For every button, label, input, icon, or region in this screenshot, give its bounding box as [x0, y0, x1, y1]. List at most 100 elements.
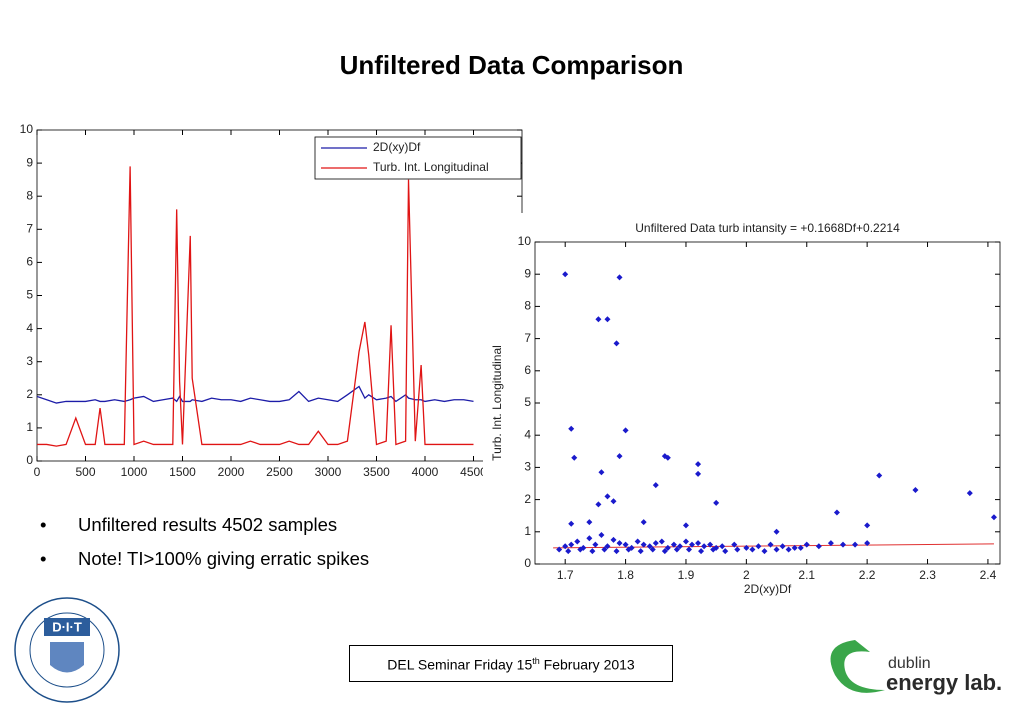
scatter-point [592, 541, 599, 548]
scatter-point [616, 453, 623, 460]
x-tick-label: 4000 [412, 465, 439, 479]
x-tick-label: 2.3 [919, 568, 936, 582]
scatter-point [707, 541, 714, 548]
x-tick-label: 2.4 [980, 568, 997, 582]
scatter-point [625, 546, 632, 553]
scatter-point [779, 543, 786, 550]
scatter-point [586, 535, 593, 542]
dit-logo: D·I·T [14, 597, 120, 703]
scatter-point [773, 528, 780, 535]
axes-box [36, 129, 523, 462]
bullet-text: Unfiltered results 4502 samples [78, 514, 338, 535]
scatter-point [713, 499, 720, 506]
scatter-point [595, 501, 602, 508]
y-tick-label: 5 [26, 288, 33, 302]
y-tick-label: 4 [26, 321, 33, 335]
x-tick-label: 4500 [460, 465, 487, 479]
x-tick-label: 0 [34, 465, 41, 479]
scatter-point [565, 548, 572, 555]
scatter-point [613, 548, 620, 555]
scatter-point [670, 541, 677, 548]
y-tick-label: 3 [26, 354, 33, 368]
x-tick-label: 1.9 [678, 568, 695, 582]
scatter-point [673, 546, 680, 553]
del-logo: dublin energy lab. [830, 640, 1002, 695]
dit-text: D·I·T [52, 619, 82, 634]
scatter-point [604, 493, 611, 500]
scatter-point [598, 469, 605, 476]
scatter-point [634, 538, 641, 545]
x-axis-label: 2D(xy)Df [744, 582, 792, 596]
y-tick-label: 1 [26, 420, 33, 434]
scatter-point [839, 541, 846, 548]
scatter-point [649, 546, 656, 553]
scatter-point [568, 541, 575, 548]
legend-label: Turb. Int. Longitudinal [373, 160, 489, 174]
scatter-point [695, 540, 702, 547]
scatter-point [695, 461, 702, 468]
scatter-point [646, 543, 653, 550]
scatter-point [640, 541, 647, 548]
scatter-point [664, 454, 671, 461]
scatter-point [876, 472, 883, 479]
bullet-text: Note! TI>100% giving erratic spikes [78, 548, 370, 569]
scatter-point [719, 543, 726, 550]
axes-box [534, 241, 1001, 565]
scatter-point [803, 541, 810, 548]
scatter-point [833, 509, 840, 516]
scatter-point [577, 546, 584, 553]
x-tick-label: 1000 [121, 465, 148, 479]
scatter-point [852, 541, 859, 548]
x-tick-label: 1500 [169, 465, 196, 479]
scatter-point [610, 536, 617, 543]
scatter-point [652, 482, 659, 489]
scatter-point [676, 543, 683, 550]
bullet-list: • Unfiltered results 4502 samples • Note! … [40, 508, 369, 576]
scatter-chart: 0 1 2 3 4 5 6 7 8 9 10 1.7 1.8 1.9 2 2.1 2.2 2.3 2.4 Unfilt… [483, 213, 1019, 601]
scatter-point [990, 514, 997, 521]
y-tick-label: 10 [20, 122, 34, 136]
y-tick-label: 1 [524, 524, 531, 538]
scatter-point [731, 541, 738, 548]
scatter-point [613, 340, 620, 347]
scatter-point [604, 543, 611, 550]
y-tick-label: 0 [524, 556, 531, 570]
scatter-point [610, 498, 617, 505]
y-tick-label: 7 [26, 221, 33, 235]
scatter-point [604, 316, 611, 323]
y-axis-label: Turb. Int. Longitudinal [490, 345, 504, 461]
scatter-point [791, 544, 798, 551]
scatter-point [698, 548, 705, 555]
scatter-point [637, 548, 644, 555]
scatter-point [767, 541, 774, 548]
y-tick-label: 8 [524, 299, 531, 313]
x-tick-label: 500 [75, 465, 95, 479]
scatter-point [682, 522, 689, 529]
y-tick-label: 9 [524, 266, 531, 280]
scatter-point [622, 541, 629, 548]
x-tick-label: 2000 [218, 465, 245, 479]
plot-area [37, 166, 474, 447]
bullet: • Unfiltered results 4502 samples [40, 514, 338, 535]
x-tick-label: 2500 [266, 465, 293, 479]
scatter-point [571, 454, 578, 461]
scatter-point [743, 544, 750, 551]
legend-label: 2D(xy)Df [373, 140, 421, 154]
scatter-point [574, 538, 581, 545]
scatter-point [701, 543, 708, 550]
y-tick-label: 10 [518, 234, 532, 248]
scatter-point [785, 546, 792, 553]
y-tick-label: 2 [524, 492, 531, 506]
scatter-point [815, 543, 822, 550]
scatter-point [682, 538, 689, 545]
scatter-point [562, 271, 569, 278]
scatter-point [598, 532, 605, 539]
legend-box [314, 136, 522, 180]
scatter-point [616, 274, 623, 281]
scatter-point [595, 316, 602, 323]
scatter-point [966, 490, 973, 497]
line-chart: 0 1 2 3 4 5 6 7 8 9 10 0 500 1000 1500 2000 2500 3000 3500… [20, 122, 523, 479]
del-bottom: energy lab. [886, 670, 1002, 695]
y-tick-label: 4 [524, 427, 531, 441]
